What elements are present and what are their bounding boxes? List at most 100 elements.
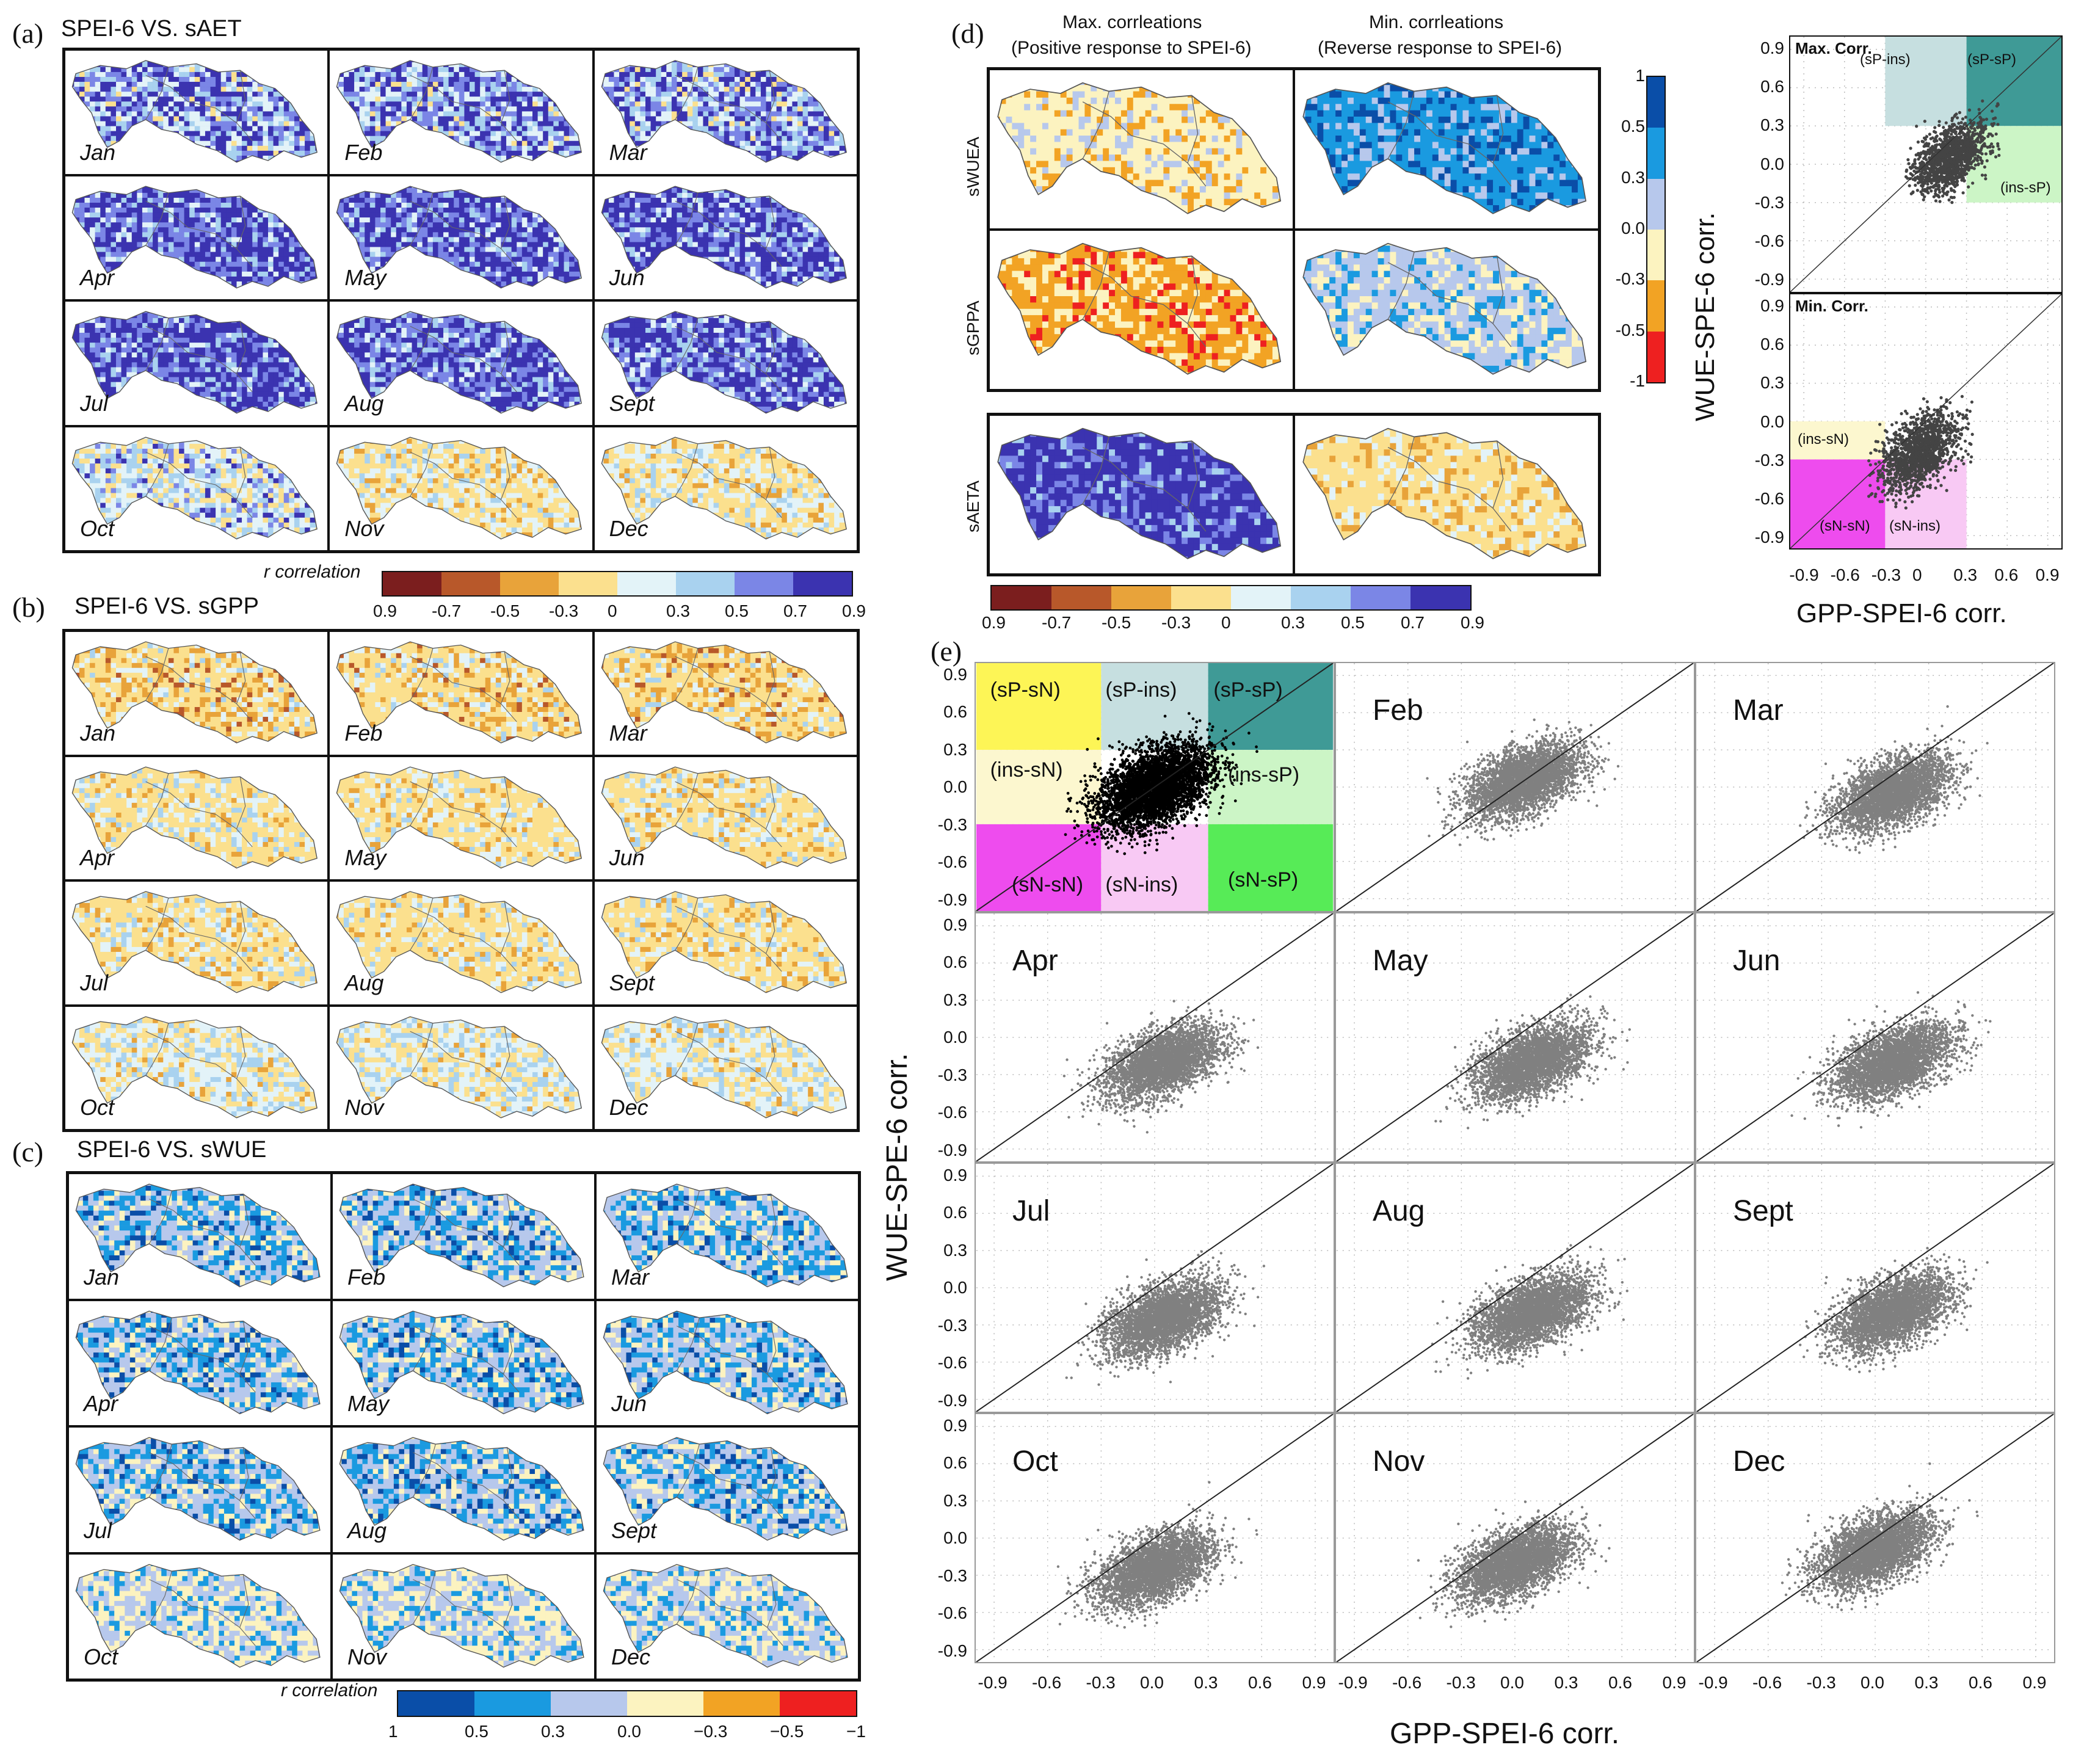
y-tick-label: 0.3 bbox=[943, 990, 967, 1010]
panel-a-month-label: Aug bbox=[344, 391, 383, 416]
panel-e-month-label: Oct bbox=[1012, 1445, 1058, 1478]
panel-c-month-label: Jun bbox=[611, 1391, 647, 1417]
panel-c-month-label: Aug bbox=[347, 1518, 387, 1544]
y-tick-label: 0.9 bbox=[943, 1166, 967, 1185]
panel-e-month-label: May bbox=[1373, 944, 1428, 978]
panel-d-quadrant-sn-sn: (sN-sN) bbox=[1820, 518, 1870, 535]
panel-c-month-label: May bbox=[347, 1391, 389, 1417]
x-tick-label: -0.9 bbox=[1699, 1673, 1728, 1693]
colorbar-swatch bbox=[992, 586, 1051, 609]
colorbar-swatch bbox=[1647, 230, 1665, 280]
panel-e-quadrant-label: (ins-sN) bbox=[990, 758, 1063, 782]
panel-e-quadrant-label: (sN-ins) bbox=[1105, 873, 1178, 897]
panel-e-month-label: Jun bbox=[1733, 944, 1780, 978]
colorbar-tick-label: −0.3 bbox=[694, 1722, 727, 1741]
colorbar-swatch bbox=[676, 572, 735, 595]
colorbar-swatch bbox=[1647, 280, 1665, 331]
x-tick-label: 0.3 bbox=[1953, 565, 1977, 585]
x-tick-label: -0.6 bbox=[1392, 1673, 1421, 1693]
y-tick-label: -0.3 bbox=[938, 815, 967, 835]
colorbar-swatch bbox=[735, 572, 793, 595]
colorbar-tick-label: −1 bbox=[846, 1722, 866, 1741]
colorbar-swatch bbox=[1647, 77, 1665, 128]
colorbar-swatch bbox=[1291, 586, 1351, 609]
y-tick-label: 0.6 bbox=[943, 1453, 967, 1473]
panel-a-map-jul: Jul bbox=[64, 300, 329, 426]
panel-d-quadrant-ins-sn: (ins-sN) bbox=[1798, 431, 1849, 448]
colorbar-tick-label: -0.5 bbox=[1616, 321, 1645, 340]
panel-b-map-dec: Dec bbox=[594, 1006, 858, 1131]
colorbar-swatch bbox=[500, 572, 559, 595]
x-tick-label: 0.3 bbox=[1915, 1673, 1939, 1693]
y-tick-label: -0.3 bbox=[938, 1065, 967, 1085]
panel-e-scatter-jun: Jun bbox=[1695, 912, 2055, 1163]
panel-c-map-feb: Feb bbox=[332, 1173, 595, 1300]
panel-e-scatter-aug: Aug bbox=[1335, 1163, 1695, 1413]
panel-b-map-jun: Jun bbox=[594, 756, 858, 881]
y-tick-label: -0.6 bbox=[938, 1353, 967, 1373]
panel-e-grid: (sP-sN) (sP-ins) (sP-sP) (ins-sN) (ins-sP) (s… bbox=[975, 662, 2055, 1663]
panel-e-month-label: Nov bbox=[1373, 1445, 1425, 1478]
colorbar-tick-label: −0.5 bbox=[770, 1722, 804, 1741]
panel-a-colorbar-title: r correlation bbox=[264, 562, 360, 583]
panel-e-scatter-oct: Oct bbox=[975, 1413, 1335, 1663]
panel-b-map-oct: Oct bbox=[64, 1006, 329, 1131]
panel-a-month-label: Jan bbox=[80, 140, 115, 165]
y-tick-label: 0.9 bbox=[943, 915, 967, 935]
panel-b-map-nov: Nov bbox=[329, 1006, 593, 1131]
panel-a-colorbar bbox=[382, 571, 853, 597]
panel-e-y-ticks: 0.9 0.6 0.3 0.0 -0.3 -0.6 -0.9 0.9 0.6 0.3 0.0 -0.3… bbox=[916, 662, 972, 1663]
panel-c-map-jul: Jul bbox=[68, 1426, 332, 1553]
panel-c-month-label: Apr bbox=[84, 1391, 118, 1417]
y-tick-label: 0.3 bbox=[943, 1241, 967, 1260]
panel-d-col2-title-2: (Reverse response to SPEI-6) bbox=[1318, 38, 1562, 59]
x-tick-label: -0.3 bbox=[1086, 1673, 1116, 1693]
colorbar-swatch bbox=[1647, 179, 1665, 230]
panel-d-map-sgppa-max bbox=[989, 230, 1294, 390]
panel-a-map-feb: Feb bbox=[329, 49, 593, 175]
colorbar-tick-label: 0.5 bbox=[725, 601, 749, 621]
panel-e-scatter-nov: Nov bbox=[1335, 1413, 1695, 1663]
y-tick-label: 0.3 bbox=[1760, 115, 1784, 135]
panel-b-month-label: Dec bbox=[609, 1095, 648, 1120]
panel-e-month-label: Jul bbox=[1012, 1194, 1050, 1228]
x-tick-label: 0.0 bbox=[1140, 1673, 1164, 1693]
panel-b-map-aug: Aug bbox=[329, 880, 593, 1006]
colorbar-swatch bbox=[559, 572, 617, 595]
panel-e-month-label: Dec bbox=[1733, 1445, 1785, 1478]
panel-d-vertical-colorbar bbox=[1646, 76, 1666, 383]
x-tick-label: 0.3 bbox=[1194, 1673, 1218, 1693]
y-tick-label: 0.0 bbox=[943, 1278, 967, 1298]
panel-a-map-grid: Jan Feb Mar Apr May Jun Jul Aug Sept Oct Nov Dec bbox=[62, 48, 860, 553]
panel-b-month-label: Jun bbox=[609, 845, 645, 871]
panel-c-map-oct: Oct bbox=[68, 1553, 332, 1680]
y-tick-label: 0.0 bbox=[943, 1028, 967, 1047]
colorbar-tick-label: 0.5 bbox=[1341, 613, 1365, 633]
colorbar-swatch bbox=[398, 1691, 474, 1716]
panel-d-col1-title-1: Max. corrleations bbox=[1062, 12, 1202, 33]
x-tick-label: 0.0 bbox=[1500, 1673, 1524, 1693]
panel-a-map-sept: Sept bbox=[594, 300, 858, 426]
panel-d-row-label-swuea: sWUEA bbox=[964, 137, 983, 197]
x-tick-label: 0.9 bbox=[1302, 1673, 1326, 1693]
panel-a-month-label: Dec bbox=[609, 516, 648, 542]
x-tick-label: -0.6 bbox=[1752, 1673, 1782, 1693]
colorbar-swatch bbox=[1111, 586, 1171, 609]
colorbar-tick-label: 0.9 bbox=[842, 601, 866, 621]
x-tick-label: 0.9 bbox=[1663, 1673, 1686, 1693]
panel-c-month-label: Jan bbox=[84, 1265, 119, 1290]
panel-a-month-label: Apr bbox=[80, 265, 114, 291]
panel-a-map-may: May bbox=[329, 175, 593, 301]
panel-e-quadrant-label: (sN-sN) bbox=[1012, 873, 1083, 897]
panel-a-label: (a) bbox=[12, 17, 43, 49]
panel-e-quadrant-label: (ins-sP) bbox=[1228, 763, 1299, 787]
panel-e-x-ticks: -0.9 -0.6 -0.3 0.0 0.3 0.6 0.9 -0.9 -0.6 -0.3 0.0 0… bbox=[975, 1673, 2055, 1697]
colorbar-tick-label: -1 bbox=[1630, 371, 1645, 391]
colorbar-tick-label: -0.7 bbox=[432, 601, 461, 621]
panel-d-bottom-colorbar bbox=[990, 585, 1472, 611]
panel-c-month-label: Mar bbox=[611, 1265, 649, 1290]
x-tick-label: -0.3 bbox=[1807, 1673, 1836, 1693]
y-tick-label: -0.9 bbox=[1755, 528, 1784, 547]
panel-e-scatter-mar: Mar bbox=[1695, 662, 2055, 912]
colorbar-tick-label: 0.3 bbox=[1281, 613, 1305, 633]
